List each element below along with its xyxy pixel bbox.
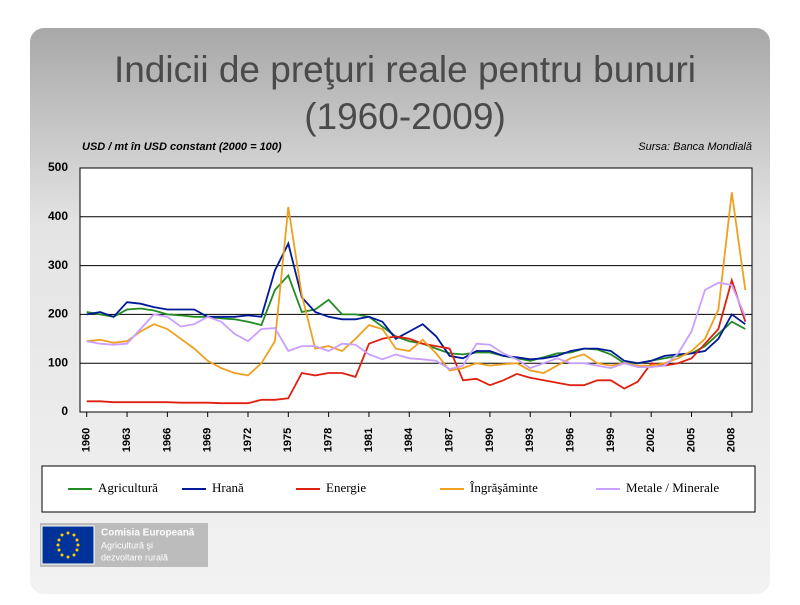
chart-title: (1960-2009) xyxy=(304,96,506,137)
x-tick-label: 1963 xyxy=(121,428,133,452)
x-tick-label: 1999 xyxy=(605,428,617,452)
x-tick-label: 1987 xyxy=(444,428,456,452)
series-line xyxy=(86,277,747,405)
logo-text: Agricultură şi xyxy=(101,540,153,550)
y-tick-label: 500 xyxy=(48,160,68,174)
y-tick-label: 300 xyxy=(48,258,68,272)
x-tick-label: 1975 xyxy=(282,428,294,452)
logo-text: Comisia Europeană xyxy=(101,528,195,539)
plot-area xyxy=(79,167,753,413)
x-tick-label: 1966 xyxy=(161,428,173,452)
series-line xyxy=(86,192,747,377)
y-tick-label: 100 xyxy=(48,355,68,369)
y-axis-label: USD / mt în USD constant (2000 = 100) xyxy=(82,141,282,153)
source: Sursa: Banca Mondială xyxy=(638,141,752,153)
x-tick-label: 1981 xyxy=(363,428,375,452)
series-line xyxy=(86,281,747,371)
chart-title: Indicii de preţuri reale pentru bunuri xyxy=(114,49,696,90)
legend-label: Energie xyxy=(326,480,366,495)
x-tick-label: 2008 xyxy=(726,428,738,452)
x-tick-label: 1993 xyxy=(524,428,536,452)
logo-text: dezvoltare rurală xyxy=(101,552,168,562)
x-tick-label: 1960 xyxy=(81,428,93,452)
x-tick-label: 1969 xyxy=(202,428,214,452)
x-tick-label: 1990 xyxy=(484,428,496,452)
y-tick-label: 400 xyxy=(48,209,68,223)
x-tick-label: 2005 xyxy=(685,428,697,452)
series-line xyxy=(86,241,746,365)
legend-box xyxy=(41,465,756,513)
legend-label: Agricultură xyxy=(98,480,158,495)
x-tick-label: 1996 xyxy=(564,428,576,452)
x-tick-label: 2002 xyxy=(645,428,657,452)
y-tick-label: 200 xyxy=(48,307,68,321)
logo: Comisia Europeană Agricultură şi dezvolt… xyxy=(40,523,208,567)
x-tick-label: 1978 xyxy=(323,428,335,452)
legend-label: Hrană xyxy=(212,480,244,495)
y-tick-label: 0 xyxy=(61,404,68,418)
x-tick-label: 1984 xyxy=(403,427,415,452)
legend-label: Metale / Minerale xyxy=(626,480,719,495)
legend-label: Îngrăşăminte xyxy=(470,480,538,495)
eu-stars xyxy=(56,531,80,559)
x-tick-label: 1972 xyxy=(242,428,254,452)
